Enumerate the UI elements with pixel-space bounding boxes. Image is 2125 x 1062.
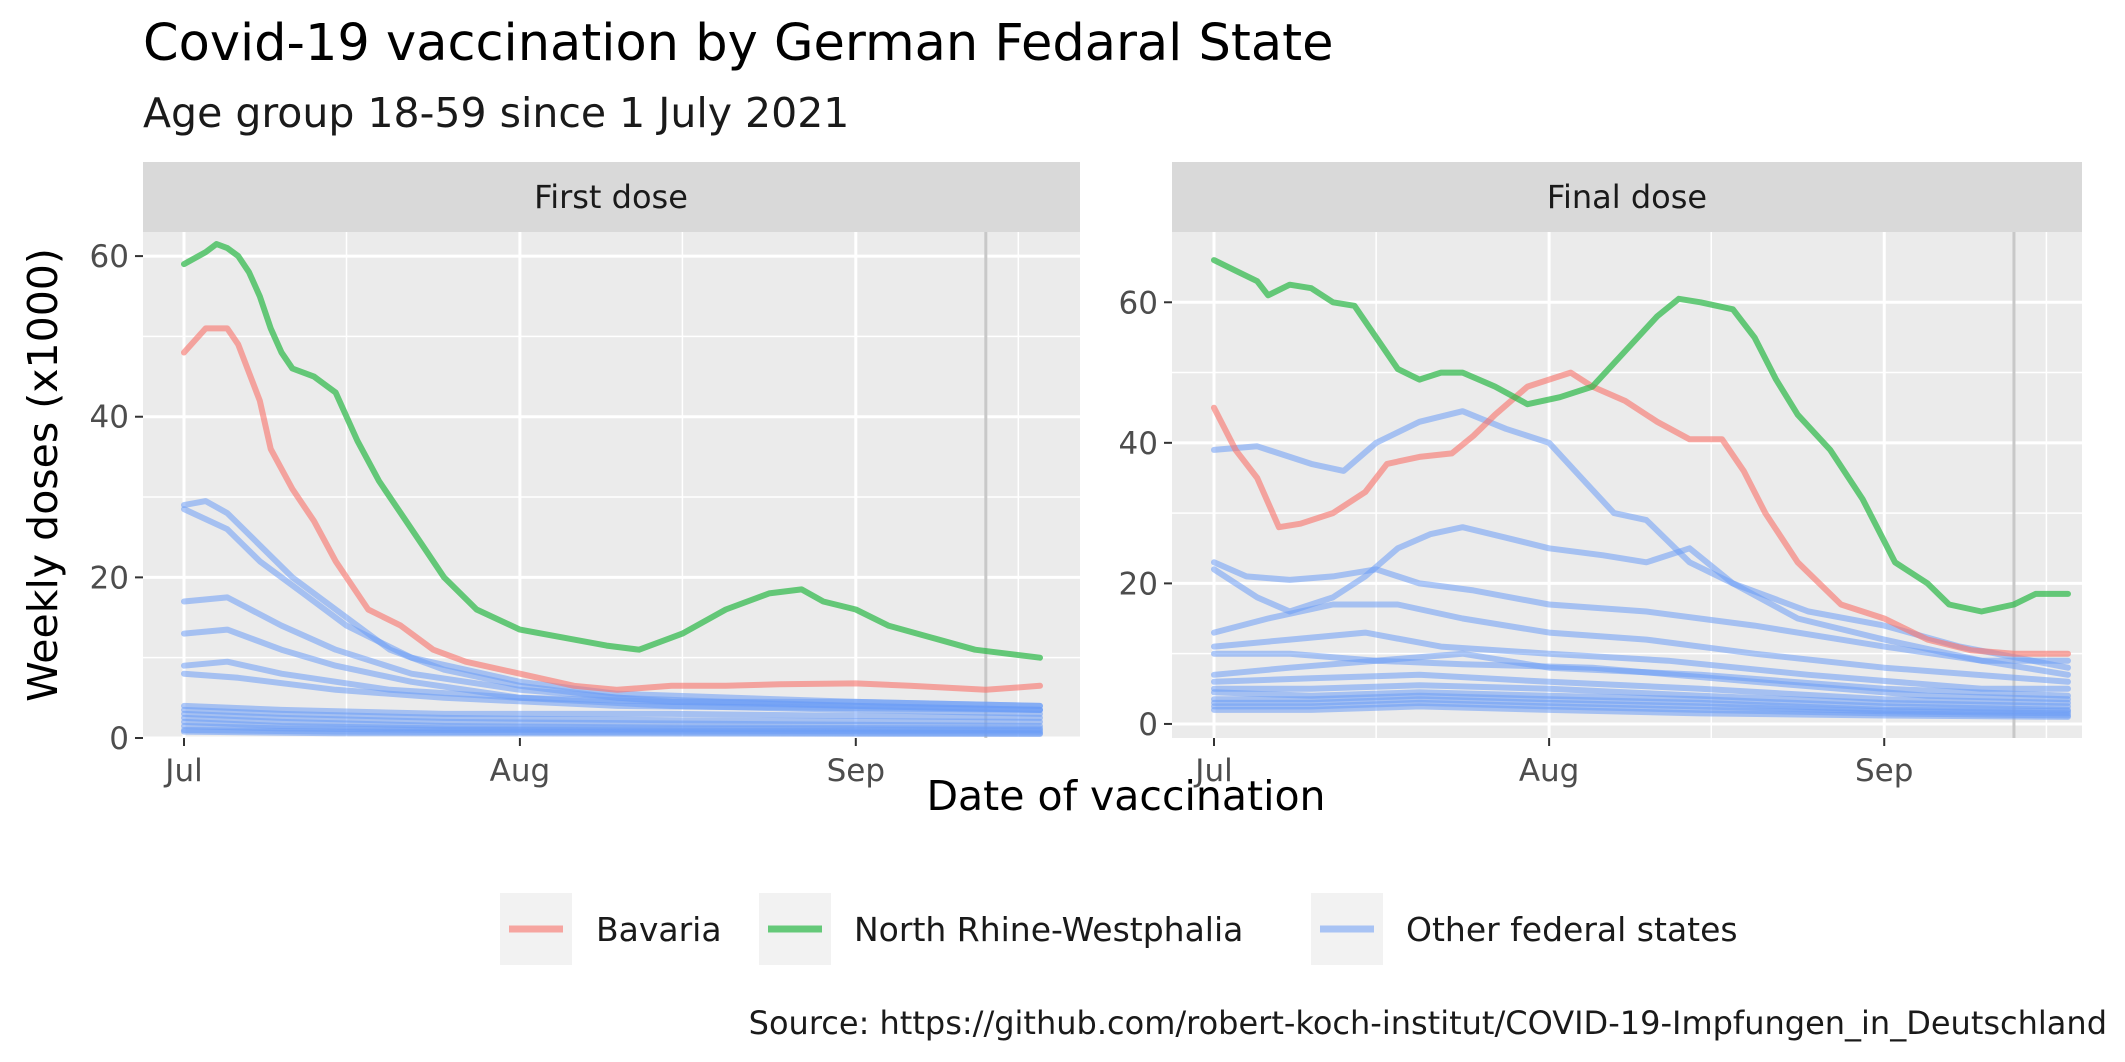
legend-item-bavaria: Bavaria bbox=[500, 893, 722, 965]
facet-first-dose: First dose 0 20 40 60 Jul Aug Sep bbox=[90, 162, 1080, 789]
chart-title: Covid-19 vaccination by German Fedaral S… bbox=[143, 14, 1334, 73]
y-tick-label: 40 bbox=[1119, 426, 1158, 462]
series-line-bavaria bbox=[181, 325, 1043, 693]
series-line-others bbox=[1211, 689, 2071, 713]
series-line-nrw bbox=[1211, 257, 2071, 615]
series-line-others bbox=[1211, 559, 2071, 664]
series-line-others bbox=[1211, 650, 2071, 699]
series-line-others bbox=[181, 706, 1043, 725]
series-line-others bbox=[1211, 408, 2071, 671]
series-line-others bbox=[181, 728, 1043, 737]
chart-subtitle: Age group 18-59 since 1 July 2021 bbox=[143, 89, 849, 137]
series-line-others bbox=[181, 710, 1043, 729]
panel-background bbox=[143, 232, 1080, 738]
facet-final-dose: Final dose 0 20 40 60 Jul Aug Sep bbox=[1119, 162, 2082, 789]
y-tick-label: 20 bbox=[90, 560, 129, 596]
x-tick-label: Aug bbox=[1519, 753, 1580, 789]
legend-label: Other federal states bbox=[1406, 910, 1738, 949]
legend-label: North Rhine-Westphalia bbox=[854, 910, 1243, 949]
legend: Bavaria North Rhine-Westphalia Other fed… bbox=[500, 893, 1738, 965]
facet-strip bbox=[143, 162, 1080, 232]
series-line-others bbox=[181, 658, 1043, 709]
x-tick-label: Jul bbox=[1193, 753, 1232, 789]
series-line-nrw bbox=[181, 241, 1043, 661]
y-tick-label: 0 bbox=[109, 721, 129, 757]
facet-label: Final dose bbox=[1547, 178, 1707, 216]
y-tick-label: 40 bbox=[90, 400, 129, 436]
legend-item-other-federal-states: Other federal states bbox=[1311, 893, 1738, 965]
y-tick-label: 60 bbox=[1119, 285, 1158, 321]
x-tick-label: Sep bbox=[827, 753, 885, 789]
series-line-bavaria bbox=[1211, 369, 2071, 657]
x-tick-label: Jul bbox=[163, 753, 202, 789]
series-line-others bbox=[1211, 671, 2071, 706]
legend-item-north-rhine-westphalia: North Rhine-Westphalia bbox=[759, 893, 1243, 965]
y-tick-label: 0 bbox=[1138, 707, 1158, 743]
facet-strip bbox=[1172, 162, 2082, 232]
series-line-others bbox=[1211, 601, 2071, 685]
panel-background bbox=[1172, 232, 2082, 738]
series-line-others bbox=[1211, 703, 2071, 720]
source-caption: Source: https://github.com/robert-koch-i… bbox=[749, 1004, 2107, 1042]
series-line-others bbox=[1211, 629, 2071, 692]
series-line-others bbox=[181, 506, 1043, 709]
facet-label: First dose bbox=[534, 178, 688, 216]
x-axis-title: Date of vaccination bbox=[926, 772, 1325, 820]
y-tick-label: 60 bbox=[90, 239, 129, 275]
legend-label: Bavaria bbox=[596, 910, 722, 949]
series-line-others bbox=[1211, 682, 2071, 710]
series-line-others bbox=[181, 702, 1043, 721]
y-axis-title: Weekly doses (x1000) bbox=[19, 248, 67, 702]
series-line-others bbox=[1211, 524, 2071, 678]
y-tick-label: 20 bbox=[1119, 566, 1158, 602]
series-line-others bbox=[181, 670, 1043, 713]
x-tick-label: Sep bbox=[1855, 753, 1913, 789]
x-tick-label: Aug bbox=[490, 753, 551, 789]
